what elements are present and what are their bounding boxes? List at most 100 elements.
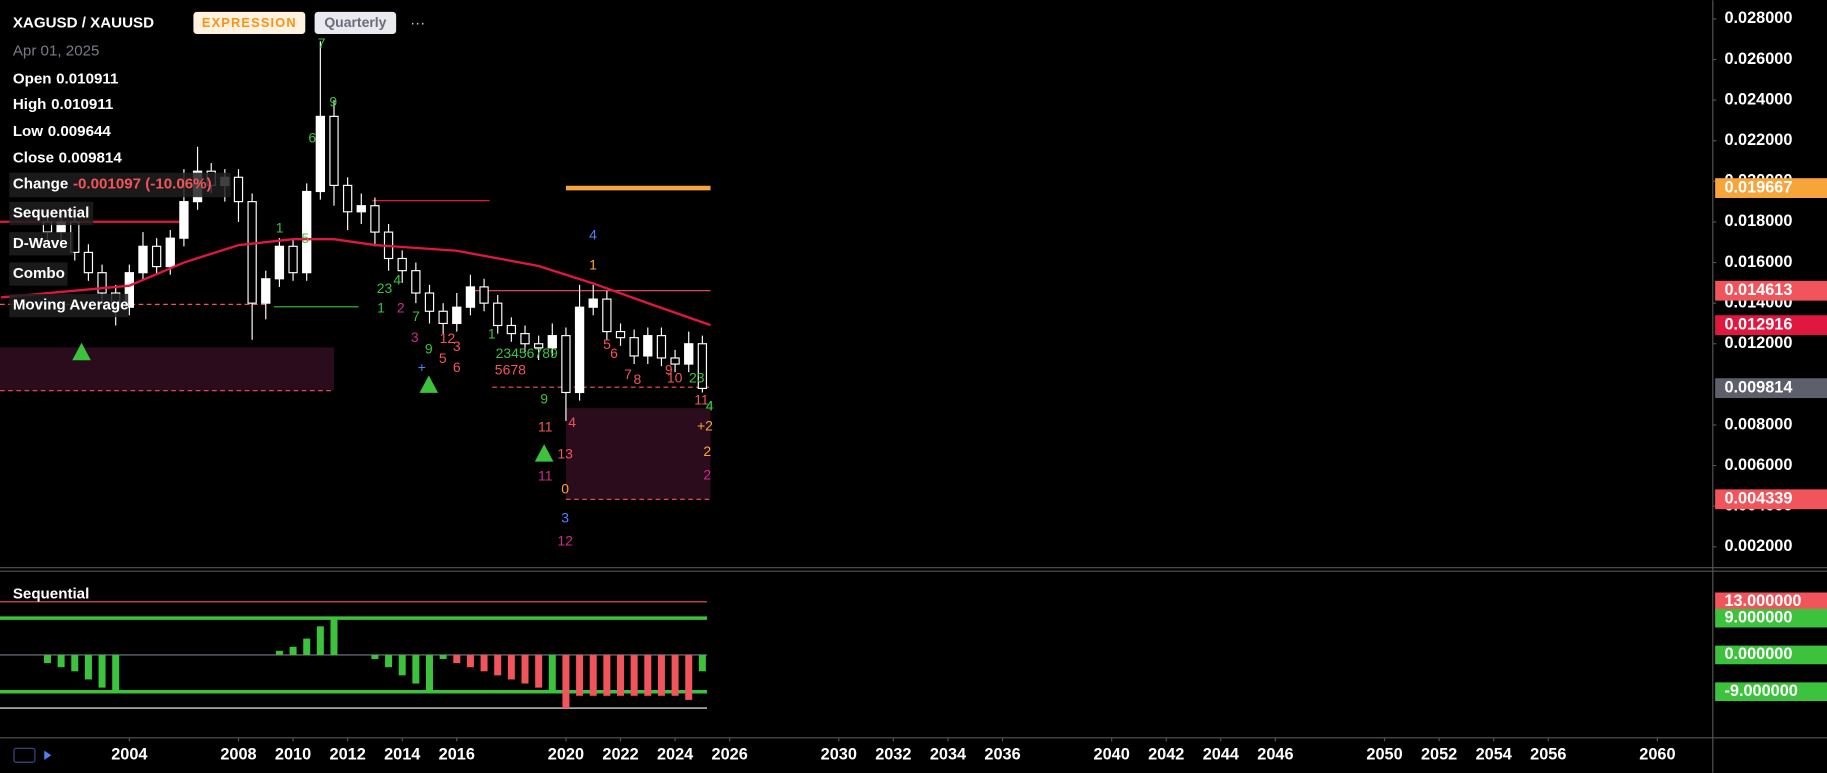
indicator-bg <box>9 201 94 226</box>
y-tick-label: 0.022000 <box>1724 131 1792 149</box>
indicator[interactable]: Moving Average <box>13 297 129 314</box>
candle-body <box>684 343 694 365</box>
seq-label: 4 <box>589 226 597 242</box>
seq-label: 5 <box>301 230 309 246</box>
candle-body <box>97 272 107 294</box>
interval-bg[interactable] <box>314 11 397 35</box>
histogram-bar <box>412 654 420 684</box>
candle-body <box>370 205 380 233</box>
price-tag <box>1715 280 1827 301</box>
interval[interactable]: Quarterly <box>324 14 386 30</box>
candle-body <box>329 115 339 186</box>
indicator[interactable]: Combo <box>13 265 65 282</box>
x-tick-label: 2044 <box>1203 746 1239 764</box>
seq-label: 5 <box>439 350 447 366</box>
x-tick-label: 2026 <box>712 746 748 764</box>
histogram-bar <box>576 654 584 696</box>
candle-body <box>302 190 312 274</box>
indicator[interactable]: Sequential <box>13 204 89 221</box>
x-tick-label: 2050 <box>1366 746 1402 764</box>
seq-label: 11 <box>538 467 553 483</box>
x-tick-label: 2052 <box>1421 746 1457 764</box>
histogram-bar <box>371 654 379 660</box>
candle-body <box>438 310 448 325</box>
seq-label: 4 <box>568 414 576 430</box>
x-tick-label: 2042 <box>1148 746 1184 764</box>
zone <box>565 408 711 500</box>
candle-body <box>261 278 271 304</box>
price-tag <box>1715 315 1827 336</box>
histogram-bar <box>698 654 706 672</box>
seq-label: 8 <box>633 371 641 387</box>
candle-body <box>493 302 503 327</box>
histogram-bar <box>630 654 638 696</box>
moving-average <box>0 238 711 327</box>
price-tag-label: 0.012916 <box>1724 315 1792 333</box>
seq-label: 9 <box>329 93 337 109</box>
histogram-bar <box>71 654 79 672</box>
seq-label: 6 <box>610 345 618 361</box>
histogram-bar <box>507 654 515 680</box>
candle-body <box>670 357 680 365</box>
value-tag <box>1715 608 1827 628</box>
candle-body <box>138 245 148 274</box>
seq-label: 2 <box>703 443 711 459</box>
toolbar-icon[interactable] <box>13 747 36 763</box>
seq-label: 0 <box>561 480 569 496</box>
ohlc-label: Open <box>13 70 52 87</box>
badge: EXPRESSION <box>202 15 297 30</box>
x-tick-label: 2010 <box>275 746 311 764</box>
change-value: -0.001097 (-10.06%) <box>73 175 212 192</box>
x-tick-label: 2012 <box>330 746 366 764</box>
candle-body <box>643 335 653 357</box>
seq-label: 23 <box>689 370 705 386</box>
candle-body <box>602 298 612 333</box>
seq-label: 1 <box>377 300 385 316</box>
ohlc-high: High 0.010911 <box>13 96 114 113</box>
histogram-bar <box>494 654 502 676</box>
date: Apr 01, 2025 <box>13 43 100 60</box>
x-tick-label: 2034 <box>930 746 966 764</box>
sequential-annotations: 9 9 9 13 4 1 0 3 12 2 2 11 11 4 1 5 6 7 … <box>72 35 714 549</box>
x-tick-label: 2024 <box>657 746 693 764</box>
ohlc-open: Open 0.010911 <box>13 70 119 87</box>
seq-label: 6 <box>453 359 461 375</box>
candle-body <box>342 184 353 213</box>
x-tick-label: 2020 <box>548 746 584 764</box>
ohlc-label: High <box>13 96 47 113</box>
y-tick-label: 0.024000 <box>1724 90 1792 108</box>
indicator[interactable]: D-Wave <box>13 235 68 252</box>
seq-label: 5678 <box>495 361 526 377</box>
histogram-bar <box>84 654 92 680</box>
change: Change -0.001097 (-10.06%) <box>13 175 212 192</box>
buy-triangle <box>534 444 554 462</box>
x-tick-label: 2030 <box>821 746 857 764</box>
change-label: Change <box>13 175 68 192</box>
toolbar-icon[interactable] <box>44 750 52 760</box>
value-tag <box>1715 645 1827 665</box>
seq-label: 5 <box>603 336 611 352</box>
histogram-bar <box>603 654 611 696</box>
candle-body <box>588 298 598 308</box>
seq-label: 7 <box>624 366 632 382</box>
x-tick-label: 2014 <box>384 746 420 764</box>
seq-label: 3 <box>453 338 461 354</box>
histogram-bar <box>43 654 51 664</box>
x-tick-label: 2036 <box>984 746 1020 764</box>
y-tick-label: 0.006000 <box>1724 456 1792 474</box>
x-tick-label: 2040 <box>1094 746 1130 764</box>
histogram-bar <box>644 654 652 696</box>
price-tag <box>1715 178 1827 199</box>
x-tick-label: 2032 <box>875 746 911 764</box>
indicator-bg <box>9 293 129 318</box>
cross-marker: + <box>418 359 426 375</box>
histogram-bar <box>57 654 65 668</box>
y-tick-label: 0.026000 <box>1724 50 1792 68</box>
price-tag-label: 0.014613 <box>1724 281 1792 299</box>
histogram-bar <box>289 646 297 655</box>
candle-body <box>356 205 366 213</box>
x-tick-label: 2022 <box>602 746 638 764</box>
candle-body <box>233 176 244 203</box>
menu[interactable]: ··· <box>410 15 425 32</box>
